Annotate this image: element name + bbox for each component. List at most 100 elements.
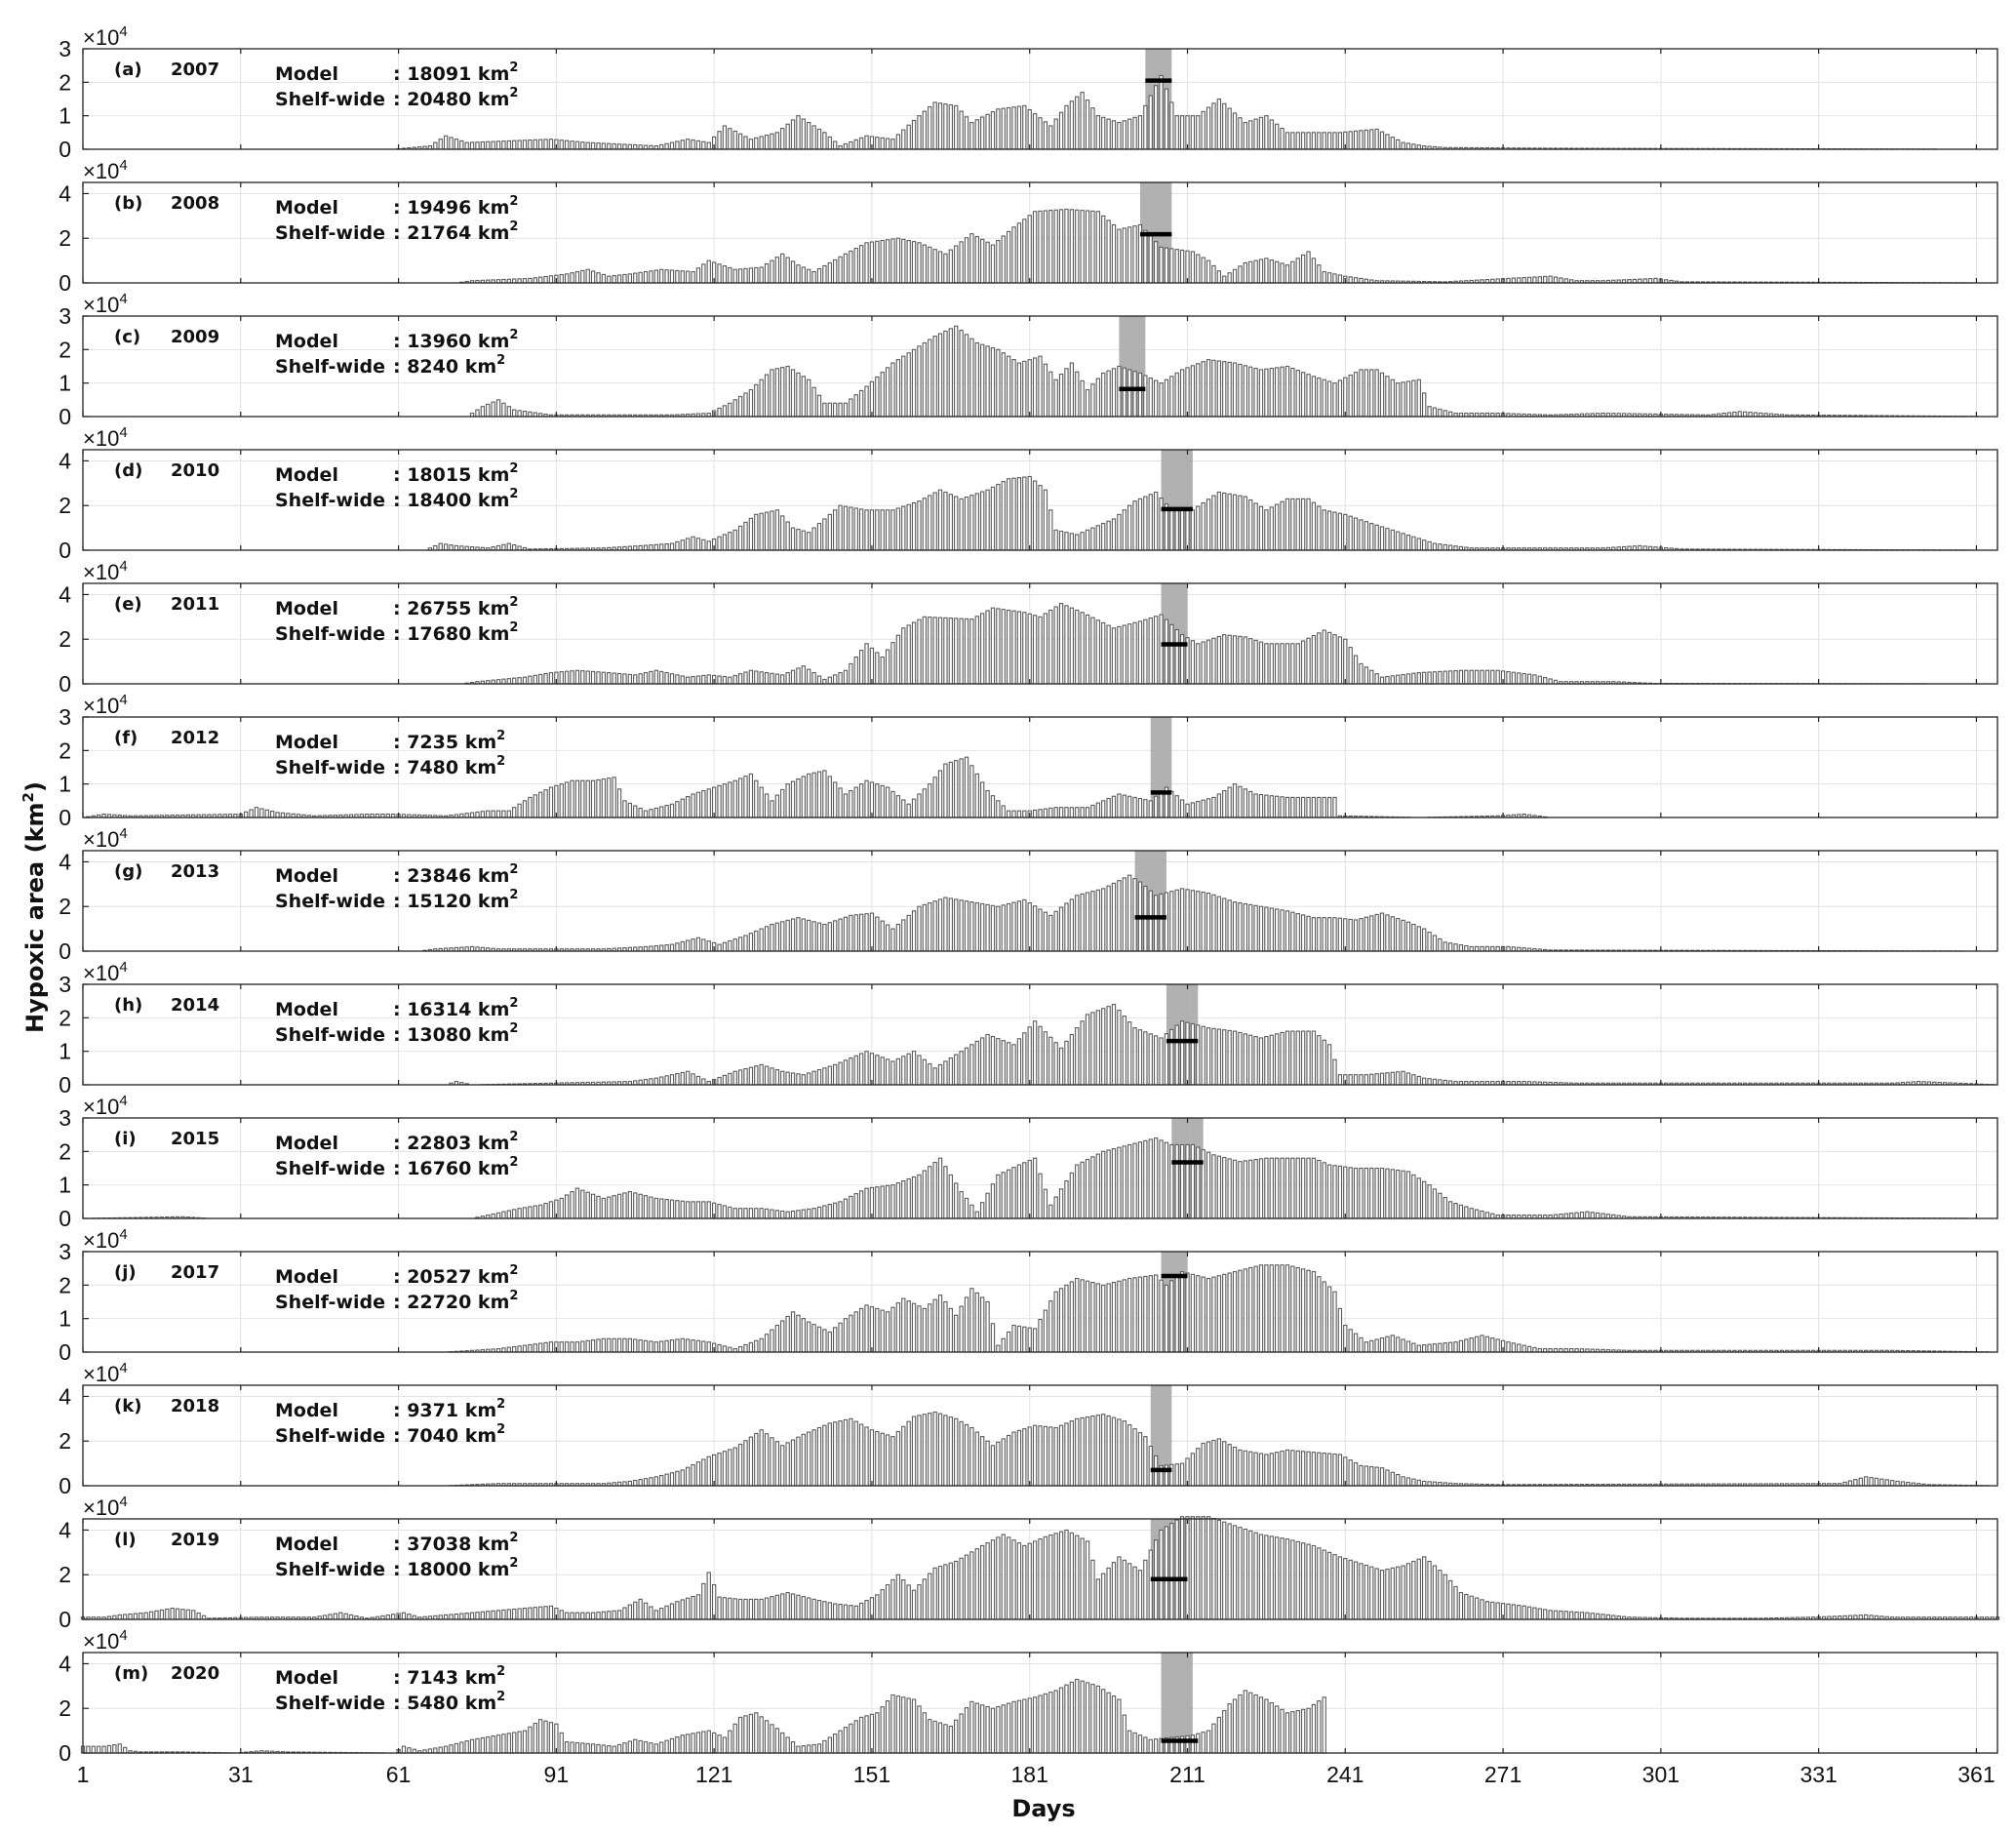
bar-day-195 [1101,1284,1106,1353]
bar-day-165 [943,1724,948,1754]
bar-day-102 [612,142,616,150]
bar-day-283 [1563,1213,1568,1219]
bar-day-222 [1243,1450,1247,1487]
bar-day-258 [1432,1565,1438,1620]
bar-day-194 [1095,1010,1100,1086]
bar-day-198 [1117,880,1122,952]
bar-day-179 [1016,900,1022,952]
bar-day-224 [1253,639,1258,685]
bar-day-117 [691,1733,695,1754]
bar-day-215 [1206,892,1211,952]
bar-day-158 [906,1584,911,1620]
bar-day-175 [996,1174,1001,1219]
bar-day-164 [937,1063,943,1086]
bar-day-250 [1390,1169,1395,1219]
bar-day-143 [827,513,832,551]
bar-day-244 [1359,277,1364,284]
bar-day-151 [869,781,875,818]
bar-day-124 [728,676,732,685]
bar-day-176 [1001,1534,1006,1620]
bar-day-255 [1416,1479,1421,1487]
bar-day-240 [1337,274,1343,284]
bar-day-211 [1185,367,1190,418]
bar-day-37 [269,811,275,818]
bar-day-8 [117,1614,122,1620]
bar-day-164 [937,1413,943,1487]
bar-day-84 [517,1731,522,1754]
model-area-label: Model [275,598,338,619]
bar-day-109 [649,809,653,818]
bar-day-202 [1137,1029,1143,1086]
shelf-wide-area: Shelf-wide: 17680 km2 [275,620,518,645]
bar-day-113 [669,542,675,551]
bar-day-137 [796,264,801,284]
bar-day-203 [1143,104,1148,150]
bar-day-242 [1348,1559,1353,1620]
bar-day-237 [1322,917,1326,952]
y-scale-base: ×10 [83,827,119,852]
bar-day-258 [1432,407,1438,418]
bar-day-185 [1048,1204,1053,1219]
bar-day-89 [543,1203,548,1219]
panel-frame [82,181,1998,284]
bar-day-153 [880,509,885,551]
bar-day-165 [943,103,948,150]
bar-day-179 [1016,1429,1022,1487]
bar-day-103 [616,672,622,685]
bar-day-115 [680,1337,685,1353]
bar-day-223 [1248,260,1253,284]
bar-day-132 [770,672,774,685]
shelf-wide-area-label: Shelf-wide [275,1425,385,1447]
bar-day-164 [937,898,943,952]
bar-day-116 [686,1597,691,1620]
bar-day-170 [969,495,974,551]
bar-day-199 [1122,877,1127,952]
bar-day-159 [911,241,917,284]
bar-day-136 [790,119,796,150]
bar-day-189 [1069,1172,1075,1219]
bar-day-199 [1122,1145,1127,1219]
bar-day-236 [1317,1452,1322,1487]
bar-day-157 [901,505,906,551]
shelf-wide-area-value: : 16760 km2 [393,1155,518,1179]
bar-day-98 [590,270,596,284]
bar-day-201 [1132,1428,1137,1487]
bar-day-263 [1458,1339,1464,1353]
bar-day-115 [680,1469,685,1487]
bar-day-86 [528,1343,533,1353]
bar-day-148 [853,1055,858,1086]
bar-day-212 [1190,1143,1196,1219]
bar-day-152 [875,783,880,818]
bar-day-170 [969,233,974,284]
bar-day-212 [1190,1273,1196,1353]
bar-day-216 [1211,637,1216,685]
y-scale-factor: ×104 [83,291,128,317]
bar-day-176 [1001,1172,1006,1219]
bar-day-210 [1179,634,1185,685]
bar-day-95 [574,1612,580,1620]
bar-day-223 [1248,120,1253,150]
bar-day-149 [858,1053,864,1086]
bar-day-200 [1127,623,1132,685]
bar-day-103 [616,788,622,818]
bar-day-209 [1174,1463,1179,1487]
bar-day-99 [596,671,601,685]
y-tick-label: 0 [59,1740,71,1766]
bar-day-107 [638,1598,643,1620]
bar-day-176 [1001,235,1006,284]
bar-day-78 [486,1611,491,1620]
bar-day-237 [1322,796,1326,818]
bar-day-220 [1232,1271,1238,1353]
bar-day-76 [475,811,480,818]
bar-day-63 [407,1614,412,1620]
bar-day-222 [1243,121,1247,150]
bar-day-256 [1422,928,1427,952]
bar-day-141 [816,1069,822,1086]
bar-day-231 [1290,1265,1295,1353]
bar-day-102 [612,672,616,685]
bar-day-156 [895,1057,901,1086]
bar-day-218 [1222,634,1227,685]
bar-day-254 [1411,1560,1416,1620]
bar-day-5 [101,1745,106,1754]
bar-day-100 [601,1611,607,1620]
